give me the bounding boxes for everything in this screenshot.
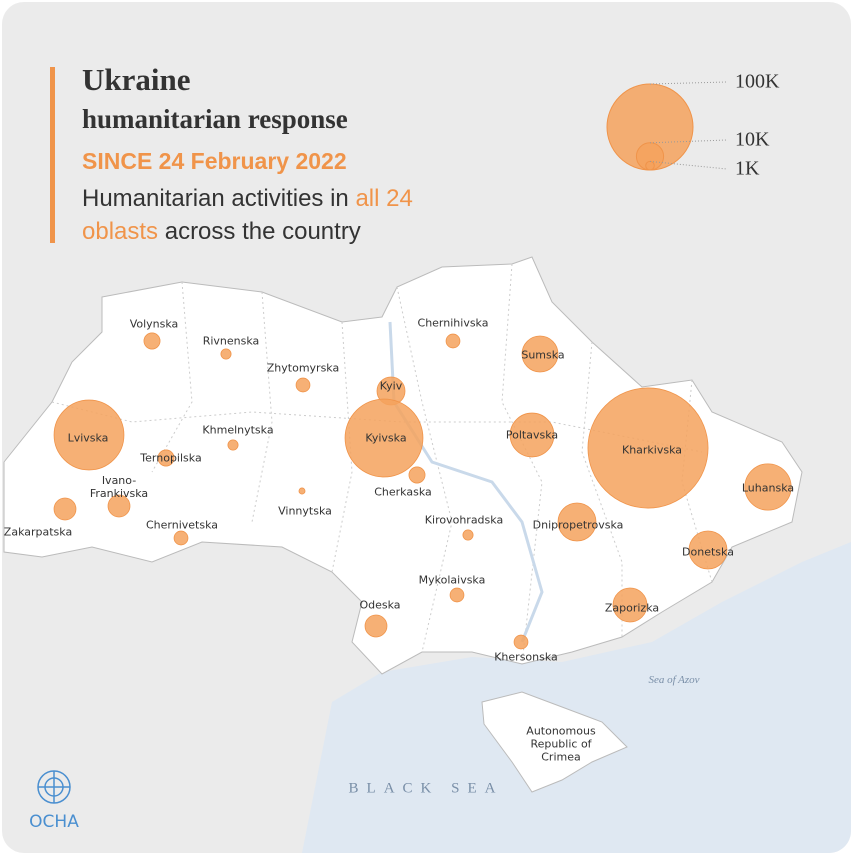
title: Ukraine [82, 62, 191, 97]
bubble [157, 449, 175, 467]
bubble [227, 439, 239, 451]
oblast-borders [51, 263, 713, 665]
bubble [612, 587, 648, 623]
oblast-label: Odeska [359, 598, 401, 612]
subtitle: humanitarian response [82, 104, 348, 134]
oblast-label: Ternopilska [140, 451, 202, 465]
oblast-label: Khersonska [494, 650, 558, 664]
bubble [53, 497, 77, 521]
oblast-label: Cherkaska [374, 485, 432, 499]
crimea-label: Autonomous Republic of Crimea [526, 724, 596, 764]
legend-label: 100K [735, 70, 780, 93]
oblast-label: Zaporizka [604, 601, 660, 615]
legend-bubble [645, 160, 655, 171]
oblast-label: Rivnenska [202, 334, 260, 348]
oblast-label: Kirovohradska [424, 513, 504, 527]
oblast-label: Volynska [129, 317, 179, 331]
oblast-label: Chernihivska [417, 316, 489, 330]
sea-label: Sea of Azov [648, 674, 700, 686]
oblast-label: Zakarpatska [3, 525, 73, 539]
bubble [462, 529, 474, 541]
crimea [481, 691, 628, 793]
oblast-label: Luhanska [741, 481, 795, 495]
logo-text: OCHA [29, 812, 79, 832]
highlight: all 24 oblasts [82, 185, 420, 245]
oblast-label: Mykolaivska [418, 573, 486, 587]
legend-label: 10K [735, 128, 770, 151]
bubble [688, 530, 728, 570]
sea-label: BLACK SEA [348, 780, 504, 797]
bubble [408, 466, 426, 484]
legend-leader [649, 160, 728, 170]
oblast-label: Kyivska [365, 431, 407, 445]
bubble [521, 335, 559, 373]
oblast-label: Donetska [682, 545, 734, 559]
bubble [744, 463, 792, 511]
bubble [107, 494, 131, 518]
bubble [220, 348, 232, 360]
bubble [364, 614, 388, 638]
text: across the country [158, 218, 361, 245]
text: Humanitarian activities in [82, 185, 356, 212]
oblast-label: Vinnytska [278, 504, 332, 518]
bubble [344, 398, 424, 478]
legend-leader [649, 139, 728, 144]
bubble [298, 487, 306, 495]
bubble [295, 377, 311, 393]
oblast-label: Chernivetska [145, 518, 219, 532]
oblast-label: Zhytomyrska [266, 361, 340, 375]
sea [302, 542, 851, 853]
oblast-label: Kharkivska [621, 443, 683, 457]
bubble [143, 332, 161, 350]
date: SINCE 24 February 2022 [82, 148, 347, 174]
legend-leader [649, 81, 728, 85]
bubble [587, 387, 709, 509]
ocha-logo [37, 770, 71, 804]
bubble [445, 333, 461, 349]
legend-label: 1K [735, 157, 760, 180]
oblast-label: Sumska [521, 348, 565, 362]
oblast-label: Dnipropetrovska [532, 518, 624, 532]
oblast-label: Lvivska [67, 431, 109, 445]
bubble [509, 412, 555, 458]
bubble [557, 502, 597, 542]
bubble [513, 634, 529, 650]
bubble [173, 530, 189, 546]
oblast-label: Poltavska [505, 428, 559, 442]
oblast-label: Khmelnytska [202, 423, 274, 437]
bubble [53, 399, 125, 471]
description: Humanitarian activities in all 24 oblast… [82, 182, 452, 248]
bubble [449, 587, 465, 603]
accent-bar [50, 67, 55, 243]
oblast-label: Kyiv [379, 379, 403, 393]
oblast-label: Ivano-Frankivska [89, 474, 149, 500]
